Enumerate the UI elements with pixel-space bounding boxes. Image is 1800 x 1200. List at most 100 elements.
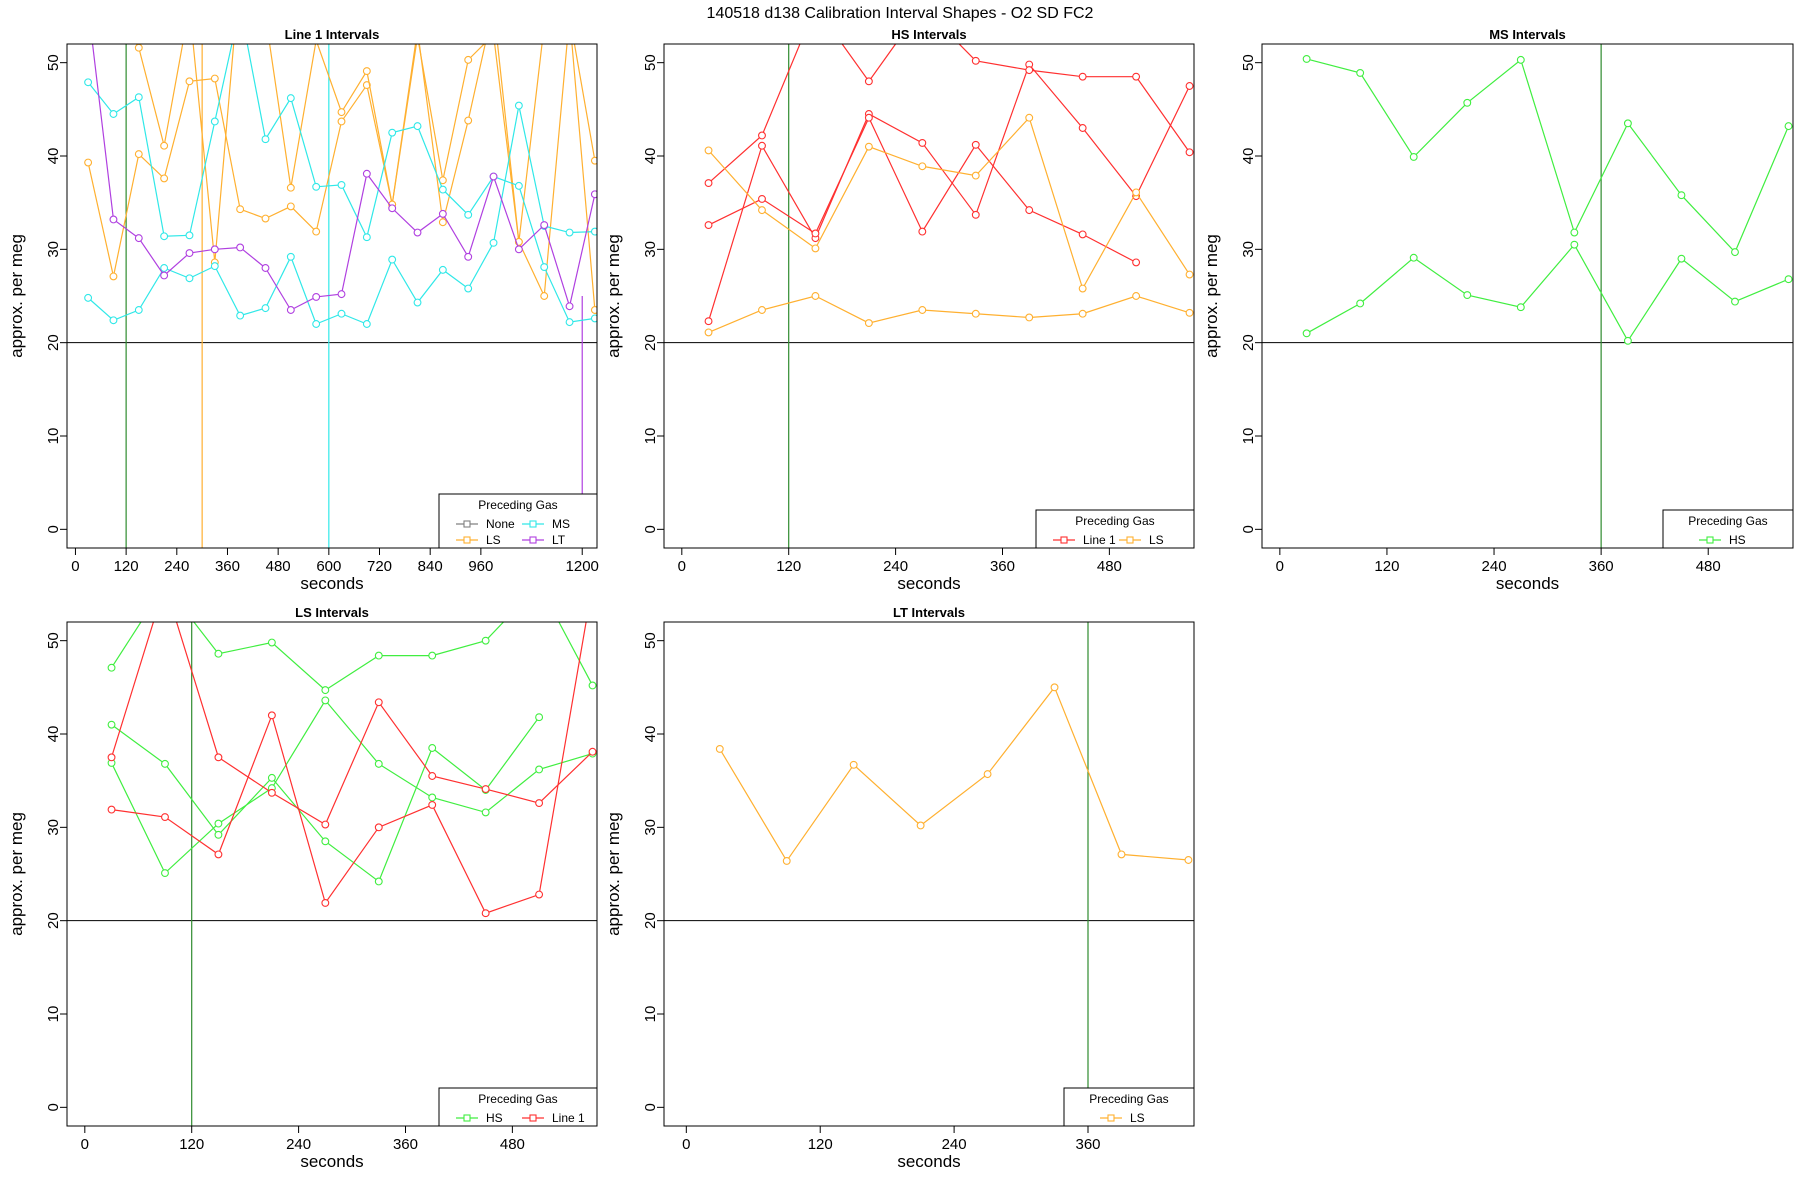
data-point — [388, 204, 397, 213]
data-point — [983, 770, 992, 779]
y-tick-label: 50 — [45, 54, 62, 71]
data-point — [428, 800, 437, 809]
data-point — [428, 651, 437, 660]
data-point — [1078, 124, 1087, 132]
data-point — [438, 218, 447, 227]
data-point — [1132, 258, 1141, 267]
data-point — [1677, 191, 1686, 200]
data-point — [1356, 299, 1365, 308]
data-point — [321, 696, 330, 705]
data-point — [1078, 72, 1087, 81]
y-tick-label: 10 — [642, 1006, 659, 1023]
data-point — [590, 314, 597, 323]
data-point — [1185, 148, 1194, 157]
data-point — [565, 302, 574, 311]
y-axis-label: approx. per meg — [604, 812, 623, 936]
panel-4: LT Intervals 0 120 240 360 0 10 20 30 40 50 seconds… — [604, 605, 1195, 1171]
data-point — [134, 306, 143, 314]
data-point — [971, 56, 980, 65]
data-point — [1731, 297, 1739, 306]
data-point — [337, 108, 346, 117]
data-point — [185, 249, 194, 258]
y-tick-label: 40 — [45, 726, 62, 743]
data-point — [464, 210, 473, 219]
data-point — [514, 101, 523, 110]
data-point — [428, 744, 437, 752]
data-point — [1185, 308, 1194, 317]
data-point — [109, 110, 118, 118]
y-axis-label: approx. per meg — [1202, 234, 1221, 358]
y-tick-label: 30 — [642, 819, 659, 836]
legend-entry: HS — [1729, 533, 1746, 547]
data-point — [971, 210, 980, 219]
data-point — [160, 264, 169, 272]
x-tick-label: 360 — [1075, 1136, 1100, 1153]
panel-0: Line 1 Intervals 0 120 240 360 480 600 720 840 96… — [7, 3, 599, 593]
data-point — [109, 316, 118, 325]
data-point — [540, 292, 549, 300]
data-point — [160, 141, 169, 150]
panel-3: LS Intervals 0 120 240 360 480 0 10 20 30 40 50 seco… — [7, 581, 598, 1171]
data-point — [236, 311, 245, 320]
y-tick-label: 50 — [642, 54, 659, 71]
legend-entry: Line 1 — [552, 1111, 585, 1125]
x-tick-label: 120 — [179, 1136, 204, 1153]
legend-marker — [1706, 536, 1714, 544]
data-point — [490, 31, 497, 38]
data-point — [438, 265, 447, 274]
data-point — [286, 94, 295, 103]
data-point — [134, 44, 143, 52]
y-tick-label: 40 — [45, 148, 62, 165]
data-point — [134, 234, 143, 243]
data-point — [84, 78, 93, 87]
data-point — [362, 169, 371, 178]
data-point — [210, 74, 219, 83]
series-line — [110, 622, 593, 826]
figure-title: 140518 d138 Calibration Interval Shapes … — [707, 5, 1094, 22]
x-tick-label: 360 — [990, 558, 1015, 575]
data-point — [374, 877, 383, 886]
data-point — [1623, 336, 1632, 345]
data-point — [1463, 98, 1472, 107]
data-point — [286, 202, 295, 211]
data-point — [374, 823, 383, 832]
data-point — [481, 909, 490, 918]
data-point — [1185, 270, 1194, 279]
data-point — [1117, 850, 1126, 859]
data-point — [849, 760, 858, 769]
data-point — [374, 759, 383, 768]
data-point — [85, 3, 92, 10]
legend: Preceding Gas HS — [1662, 509, 1794, 549]
data-point — [864, 142, 873, 151]
series-line — [708, 44, 1191, 184]
legend-entry: HS — [486, 1111, 503, 1125]
data-point — [535, 890, 544, 899]
data-point — [162, 581, 169, 588]
legend-box — [1063, 1087, 1195, 1127]
chart-panels: Line 1 Intervals 0 120 240 360 480 600 720 840 96… — [7, 3, 1794, 1171]
y-tick-label: 40 — [642, 726, 659, 743]
legend-marker — [1126, 536, 1134, 544]
y-tick-label: 40 — [642, 148, 659, 165]
data-point — [261, 135, 270, 144]
data-point — [1784, 122, 1793, 131]
data-point — [84, 158, 93, 167]
x-axis-label: seconds — [1496, 574, 1559, 593]
data-point — [464, 252, 473, 261]
data-point — [214, 830, 223, 839]
data-point — [312, 320, 321, 328]
data-point — [588, 681, 597, 690]
data-point — [540, 263, 549, 272]
plot-area — [67, 581, 597, 1126]
data-point — [362, 81, 371, 90]
data-point — [107, 663, 116, 672]
data-point — [1409, 152, 1418, 161]
data-point — [161, 759, 169, 768]
data-point — [214, 850, 223, 859]
x-tick-label: 480 — [266, 558, 291, 575]
data-point — [1516, 55, 1525, 64]
data-point — [214, 753, 223, 762]
x-tick-label: 0 — [1276, 558, 1284, 575]
data-point — [321, 837, 330, 846]
legend: Preceding Gas None MS LS LT — [438, 493, 598, 549]
